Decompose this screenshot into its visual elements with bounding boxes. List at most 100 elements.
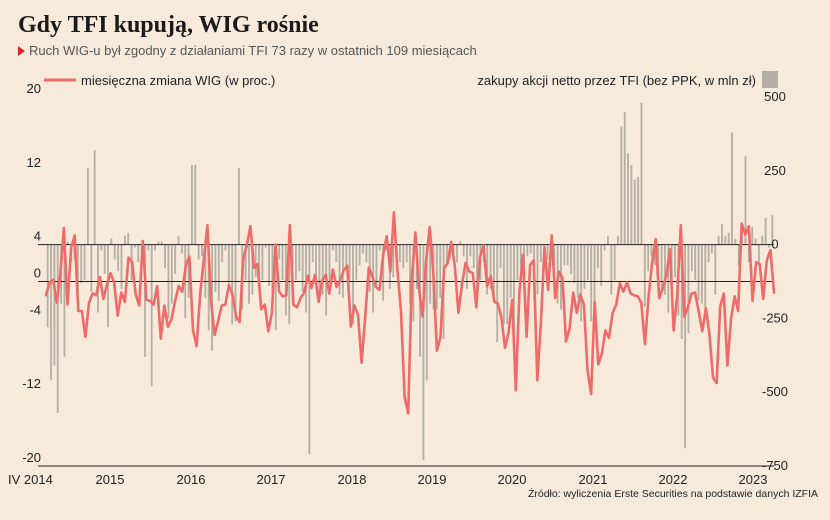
left-axis-tick-label: 12	[27, 155, 41, 170]
bar	[231, 244, 234, 325]
bar	[50, 244, 52, 381]
bar	[660, 244, 663, 292]
bar	[687, 244, 690, 334]
bar	[177, 235, 180, 245]
bar	[744, 156, 747, 245]
bar	[576, 244, 579, 298]
bar	[214, 244, 217, 292]
bar	[724, 235, 727, 245]
bar	[590, 244, 593, 322]
x-axis-year-label: 2018	[338, 472, 367, 487]
bar	[174, 244, 177, 275]
bar	[613, 244, 616, 281]
bar	[144, 244, 146, 357]
bar	[429, 244, 432, 304]
bar	[650, 244, 653, 257]
bar	[435, 244, 438, 310]
x-axis-year-label: 2015	[96, 472, 125, 487]
right-axis-tick-label: -500	[762, 384, 788, 399]
bar	[462, 244, 465, 257]
right-axis-tick-label: 250	[764, 163, 786, 178]
bar	[405, 244, 408, 263]
bar	[271, 244, 274, 298]
bar	[486, 244, 489, 295]
bar	[734, 238, 737, 245]
bar	[536, 244, 539, 295]
bar	[335, 244, 338, 263]
bar	[439, 244, 442, 298]
bar	[553, 244, 556, 266]
bar	[539, 244, 542, 263]
triangle-marker-icon	[18, 46, 25, 56]
bar	[107, 244, 109, 328]
bar	[110, 238, 113, 245]
bar	[187, 244, 190, 298]
bar	[643, 244, 646, 307]
bar	[640, 102, 643, 245]
bar	[721, 223, 723, 245]
bar	[234, 244, 237, 322]
bar	[402, 244, 405, 269]
bar	[459, 241, 462, 245]
bar	[318, 244, 321, 295]
bar	[321, 244, 324, 295]
left-axis-tick-label: 20	[27, 81, 41, 96]
bar	[103, 244, 106, 275]
bar	[87, 167, 89, 245]
bar	[90, 244, 93, 292]
bar	[365, 244, 368, 263]
bar	[244, 244, 247, 281]
bar	[83, 244, 86, 281]
bar	[425, 244, 428, 381]
bar	[620, 126, 623, 245]
bar	[546, 244, 549, 260]
bar	[352, 244, 354, 325]
chart-subtitle: Ruch WIG-u był zgodny z działaniami TFI …	[18, 43, 477, 58]
bar	[278, 244, 281, 260]
bar	[674, 244, 676, 278]
bar	[445, 244, 448, 266]
bar	[586, 244, 589, 281]
bar	[526, 244, 529, 257]
bar	[737, 244, 740, 266]
bar	[97, 244, 99, 313]
right-axis-tick-label: 500	[764, 89, 786, 104]
bar	[53, 244, 56, 366]
bar	[623, 111, 626, 245]
x-axis-year-label: 2019	[418, 472, 447, 487]
bar	[727, 232, 730, 245]
bar	[768, 244, 770, 248]
bar	[204, 244, 207, 298]
bar	[378, 244, 381, 251]
bar	[600, 244, 603, 286]
bar	[472, 244, 475, 269]
bar	[506, 244, 509, 325]
left-axis-tick-label: 0	[34, 266, 41, 281]
bar	[120, 244, 123, 289]
bar	[667, 244, 670, 313]
bar	[409, 244, 411, 304]
bar	[362, 244, 364, 254]
bar	[751, 226, 754, 245]
bar	[207, 244, 210, 331]
bar	[697, 244, 700, 301]
bar	[328, 244, 331, 283]
bar	[664, 244, 666, 295]
bar	[261, 244, 264, 281]
bar	[295, 244, 297, 281]
bar	[93, 150, 96, 245]
bar	[164, 244, 167, 269]
bar	[496, 244, 499, 343]
bar	[248, 244, 250, 304]
bar	[489, 244, 492, 289]
bar	[348, 244, 351, 283]
x-axis-year-label: 2020	[498, 472, 527, 487]
bar	[583, 244, 586, 289]
bar	[180, 244, 183, 254]
bar	[137, 244, 140, 263]
bar	[412, 244, 415, 322]
bar	[633, 179, 636, 245]
bar	[288, 244, 291, 325]
bar	[630, 164, 633, 245]
